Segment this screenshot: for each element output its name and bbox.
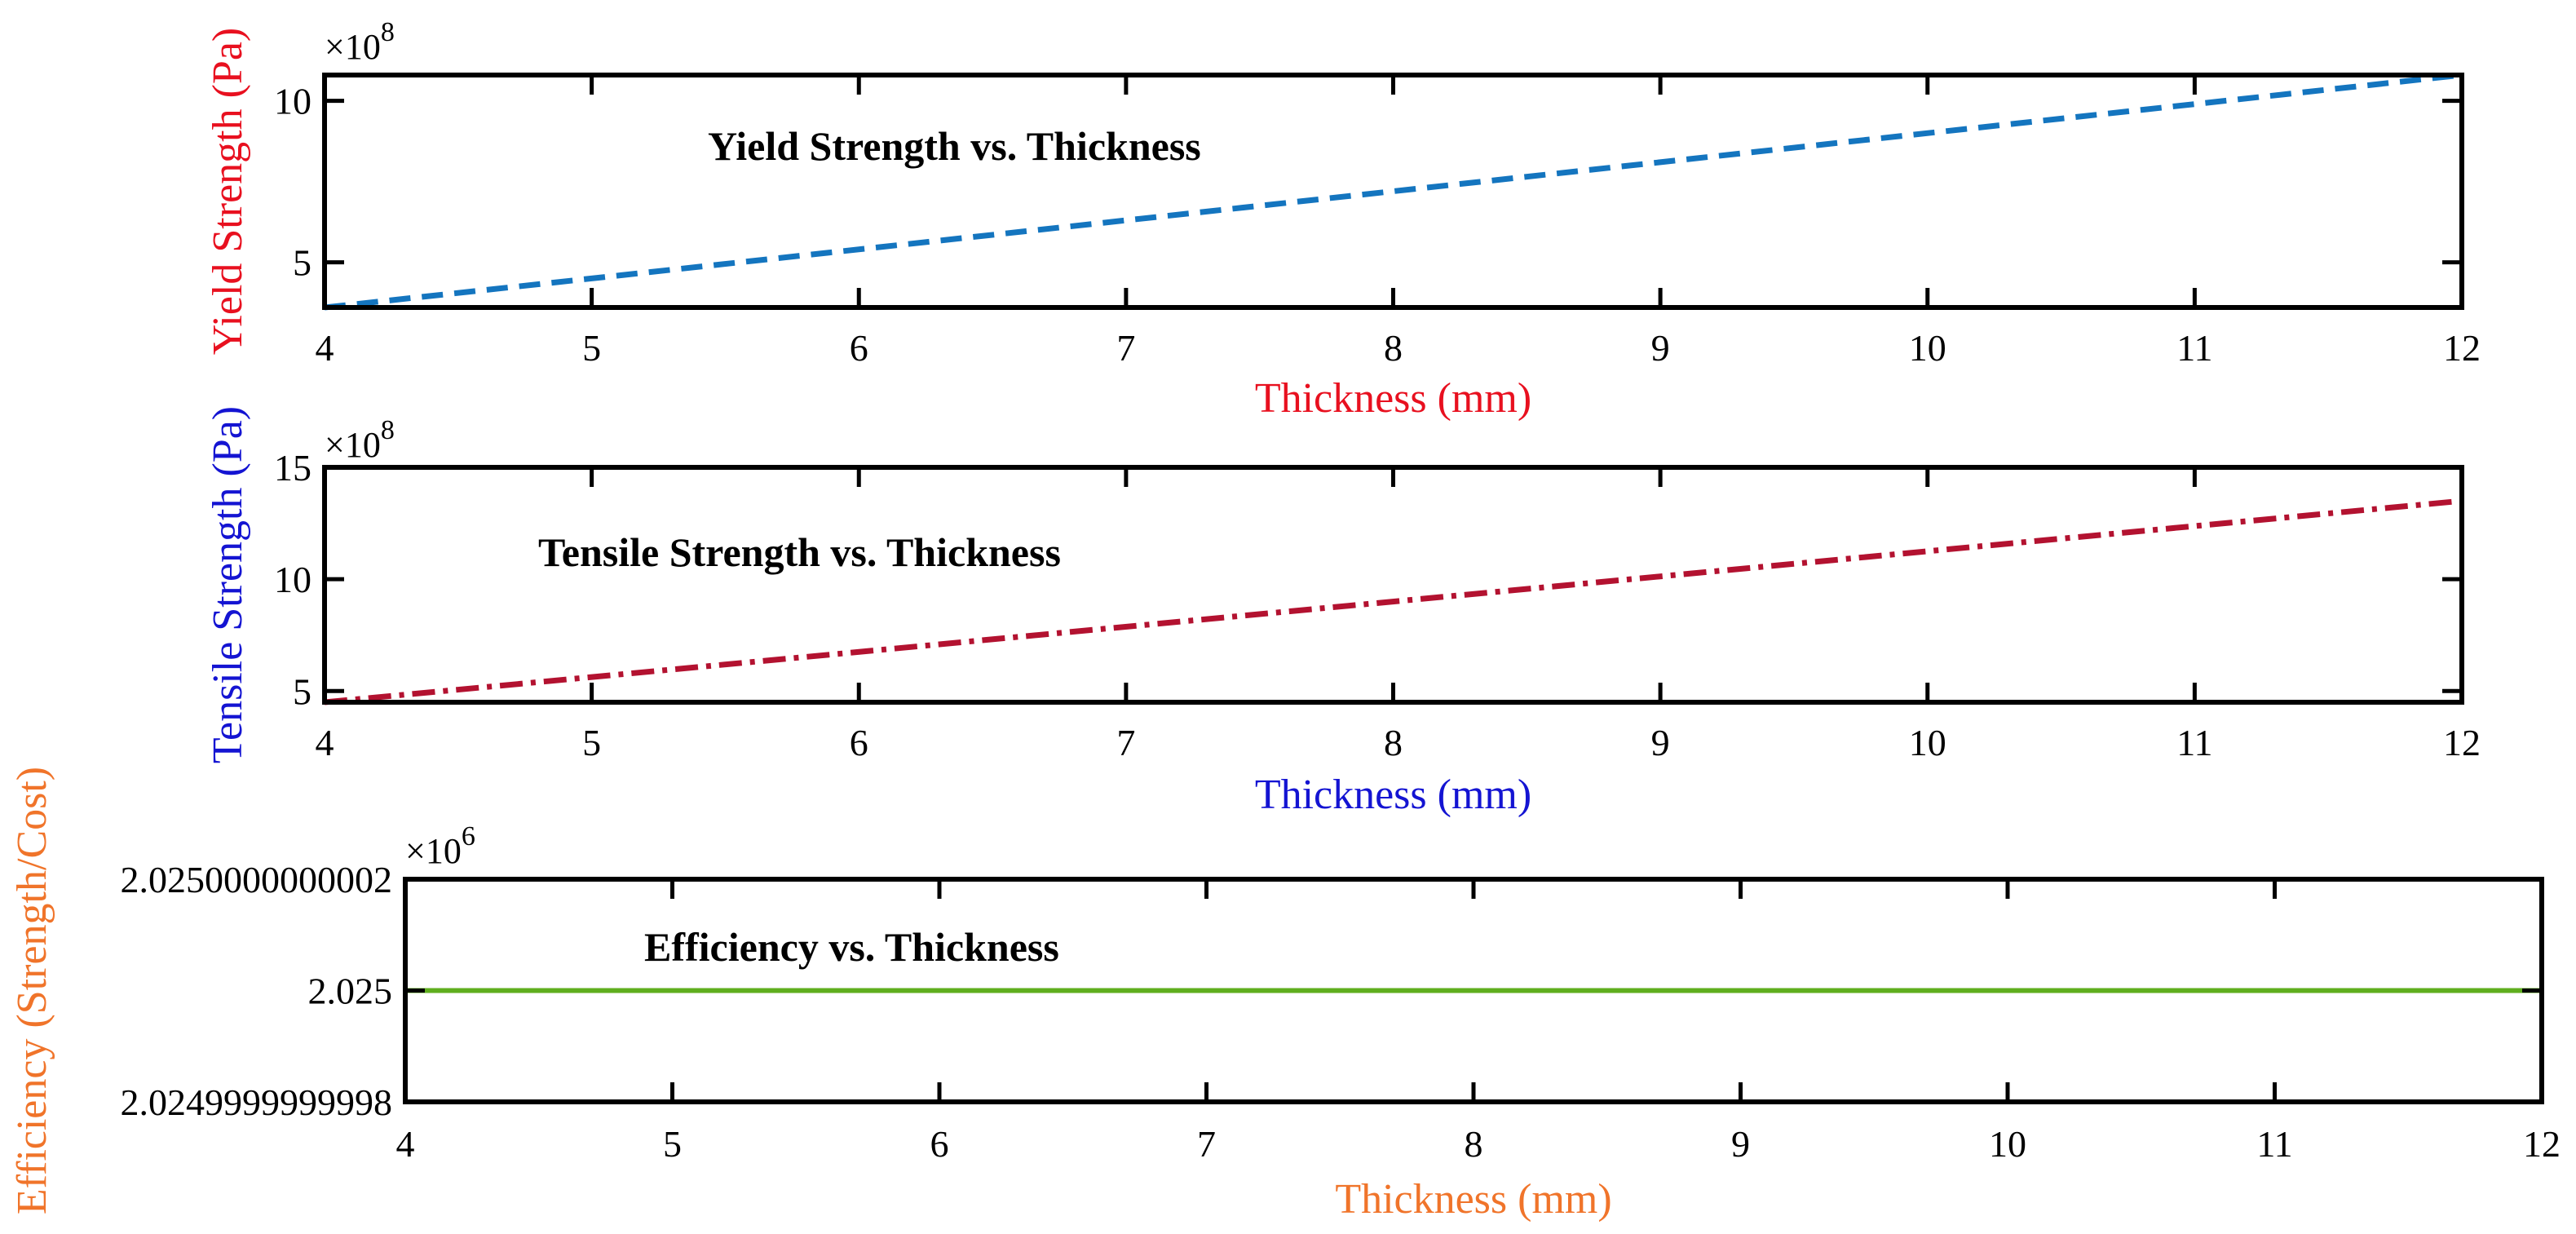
x-tick-label: 10 [1909, 722, 1946, 763]
subplot-title: Tensile Strength vs. Thickness [538, 529, 1061, 575]
y-axis-label: Tensile Strength (Pa) [205, 406, 251, 763]
x-axis-label: Thickness (mm) [1255, 772, 1531, 818]
y-axis-label: Yield Strength (Pa) [205, 28, 251, 356]
x-tick-label: 8 [1465, 1123, 1483, 1165]
x-tick-label: 9 [1731, 1123, 1750, 1165]
x-tick-label: 12 [2443, 327, 2481, 369]
axis-exponent: ×108 [325, 17, 395, 67]
x-tick-label: 6 [930, 1123, 949, 1165]
axis-exponent: ×106 [405, 821, 475, 871]
x-tick-label: 6 [850, 327, 868, 369]
x-tick-label: 4 [316, 722, 334, 763]
axis-exponent-power: 8 [381, 17, 395, 47]
series-line-yield-strength [324, 72, 2463, 311]
y-tick-label: 2.025 [308, 971, 393, 1012]
axis-exponent-power: 8 [381, 415, 395, 445]
x-tick-label: 6 [850, 722, 868, 763]
x-tick-label: 10 [1909, 327, 1946, 369]
subplot-3: 4 5 6 7 8 9 10 11 12 2.0250000000002 2.025 2.024999… [9, 767, 2561, 1223]
x-tick-label: 5 [663, 1123, 682, 1165]
x-tick-label: 12 [2523, 1123, 2561, 1165]
x-tick-label: 7 [1197, 1123, 1216, 1165]
x-tick-label: 4 [396, 1123, 415, 1165]
subplot-title: Efficiency vs. Thickness [644, 924, 1059, 970]
y-tick-label: 2.0249999999998 [121, 1081, 393, 1123]
axis-exponent: ×108 [325, 415, 395, 465]
x-tick-label: 12 [2443, 722, 2481, 763]
y-tick-label: 10 [274, 81, 312, 122]
axes-frame [322, 465, 2464, 705]
x-tick-label: 11 [2256, 1123, 2292, 1165]
axis-exponent-base: ×10 [405, 831, 462, 871]
x-tick-label: 7 [1116, 722, 1135, 763]
x-tick-label: 8 [1384, 722, 1403, 763]
series-line-tensile-strength [324, 498, 2463, 705]
y-axis-label: Efficiency (Strength/Cost) [9, 767, 55, 1214]
x-tick-label: 4 [316, 327, 334, 369]
x-tick-label: 8 [1384, 327, 1403, 369]
axis-exponent-power: 6 [462, 821, 475, 851]
x-tick-label: 9 [1651, 327, 1670, 369]
x-tick-label: 7 [1116, 327, 1135, 369]
x-tick-label: 11 [2176, 327, 2212, 369]
y-tick-label: 15 [274, 447, 312, 489]
y-tick-label: 5 [293, 242, 312, 284]
y-tick-label: 10 [274, 559, 312, 600]
x-tick-label: 5 [582, 327, 601, 369]
y-tick-label: 5 [293, 670, 312, 712]
x-tick-label: 5 [582, 722, 601, 763]
x-axis-label: Thickness (mm) [1255, 375, 1531, 422]
x-tick-label: 11 [2176, 722, 2212, 763]
y-tick-label: 2.0250000000002 [121, 859, 393, 900]
x-tick-label: 10 [1989, 1123, 2026, 1165]
x-tick-label: 9 [1651, 722, 1670, 763]
x-axis-label: Thickness (mm) [1335, 1176, 1611, 1223]
subplot-title: Yield Strength vs. Thickness [708, 123, 1201, 169]
axis-exponent-base: ×10 [325, 27, 381, 67]
axis-exponent-base: ×10 [325, 425, 381, 465]
